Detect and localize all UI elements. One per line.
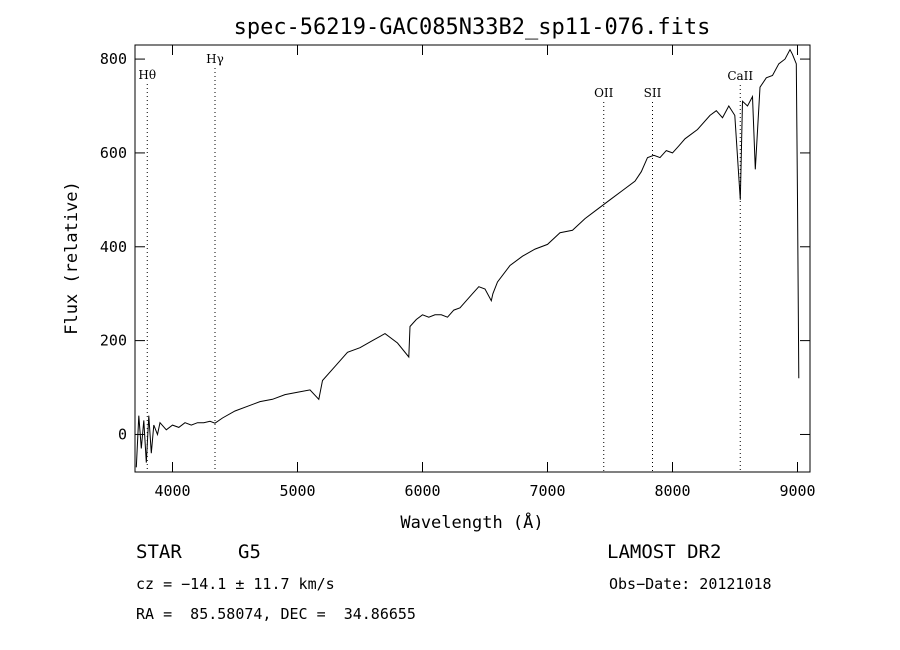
coordinates: RA = 85.58074, DEC = 34.86655 [136,605,416,623]
line-label: Hγ [206,52,224,66]
x-axis-label: Wavelength (Å) [400,511,543,533]
y-tick-label: 200 [100,332,127,350]
x-tick-label: 4000 [154,482,190,500]
line-label: OII [594,86,614,100]
axis-ticks: 4000 5000 6000 7000 8000 9000 0 200 400 600 800 [100,45,816,500]
object-subclass: G5 [238,541,261,563]
survey-label: LAMOST DR2 [607,541,722,563]
line-label: SII [644,86,662,100]
x-tick-label: 9000 [779,482,815,500]
chart-title: spec-56219-GAC085N33B2_sp11-076.fits [234,15,711,40]
spectrum-line [135,48,800,468]
spectral-line-markers: Hθ Hγ OII SII CaII [138,52,753,472]
y-tick-label: 600 [100,144,127,162]
x-tick-label: 5000 [279,482,315,500]
y-axis-label: Flux (relative) [62,181,82,335]
x-tick-label: 6000 [404,482,440,500]
plot-frame [134,44,811,473]
redshift-cz: cz = −14.1 ± 11.7 km/s [136,575,335,593]
line-label: CaII [727,69,753,83]
y-tick-label: 800 [100,50,127,68]
object-class: STAR [136,541,182,563]
x-tick-label: 7000 [529,482,565,500]
y-tick-label: 400 [100,238,127,256]
line-label: Hθ [138,68,156,82]
x-tick-label: 8000 [654,482,690,500]
observation-date: Obs−Date: 20121018 [609,575,772,593]
y-tick-label: 0 [118,425,127,443]
